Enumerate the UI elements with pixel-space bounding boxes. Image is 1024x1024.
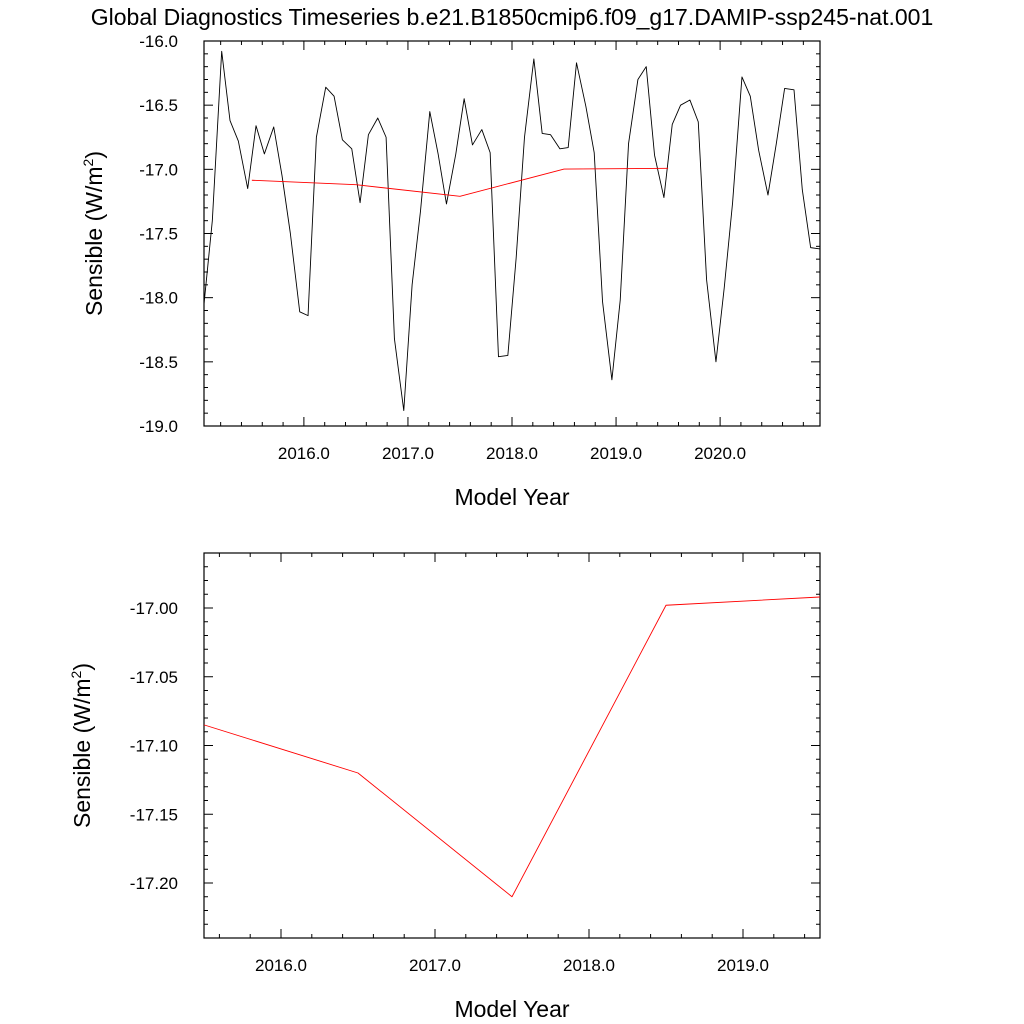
x-tick-label: 2017.0 bbox=[382, 444, 434, 463]
y-tick-label: -18.5 bbox=[139, 353, 178, 372]
series-line-0 bbox=[203, 50, 821, 412]
x-tick-label: 2016.0 bbox=[255, 956, 307, 975]
panel-top: 2016.0 2017.0 2018.0 2019.0 2020.0 -16.0 -16.5… bbox=[80, 32, 821, 510]
x-tick-label: 2019.0 bbox=[590, 444, 642, 463]
x-tick-label: 2016.0 bbox=[278, 444, 330, 463]
y-tick-label: -16.0 bbox=[139, 32, 178, 51]
y-tick-label: -17.00 bbox=[130, 599, 178, 618]
y-tick-label: -17.0 bbox=[139, 160, 178, 179]
x-tick-label: 2018.0 bbox=[486, 444, 538, 463]
y-axis-label: Sensible (W/m2) bbox=[68, 663, 95, 828]
panel-bottom: 2016.0 2017.0 2018.0 2019.0 -17.00 -17.05 -17.… bbox=[68, 552, 821, 1022]
y-axis-label: Sensible (W/m2) bbox=[80, 151, 107, 316]
y-tick-label: -17.10 bbox=[130, 737, 178, 756]
x-axis-label: Model Year bbox=[454, 996, 569, 1022]
series-line-0 bbox=[203, 596, 821, 898]
x-tick-label: 2020.0 bbox=[694, 444, 746, 463]
plot-frame bbox=[203, 40, 821, 427]
plot-frame bbox=[203, 552, 821, 939]
chart-title: Global Diagnostics Timeseries b.e21.B185… bbox=[91, 4, 934, 30]
series-line-1 bbox=[251, 167, 669, 197]
y-tick-label: -16.5 bbox=[139, 96, 178, 115]
x-axis-label: Model Year bbox=[454, 484, 569, 510]
x-tick-label: 2017.0 bbox=[409, 956, 461, 975]
y-tick-label: -18.0 bbox=[139, 289, 178, 308]
y-tick-label: -17.20 bbox=[130, 874, 178, 893]
x-tick-label: 2018.0 bbox=[563, 956, 615, 975]
x-tick-label: 2019.0 bbox=[717, 956, 769, 975]
y-tick-label: -17.05 bbox=[130, 668, 178, 687]
y-tick-label: -17.15 bbox=[130, 805, 178, 824]
y-tick-label: -17.5 bbox=[139, 225, 178, 244]
y-tick-label: -19.0 bbox=[139, 417, 178, 436]
